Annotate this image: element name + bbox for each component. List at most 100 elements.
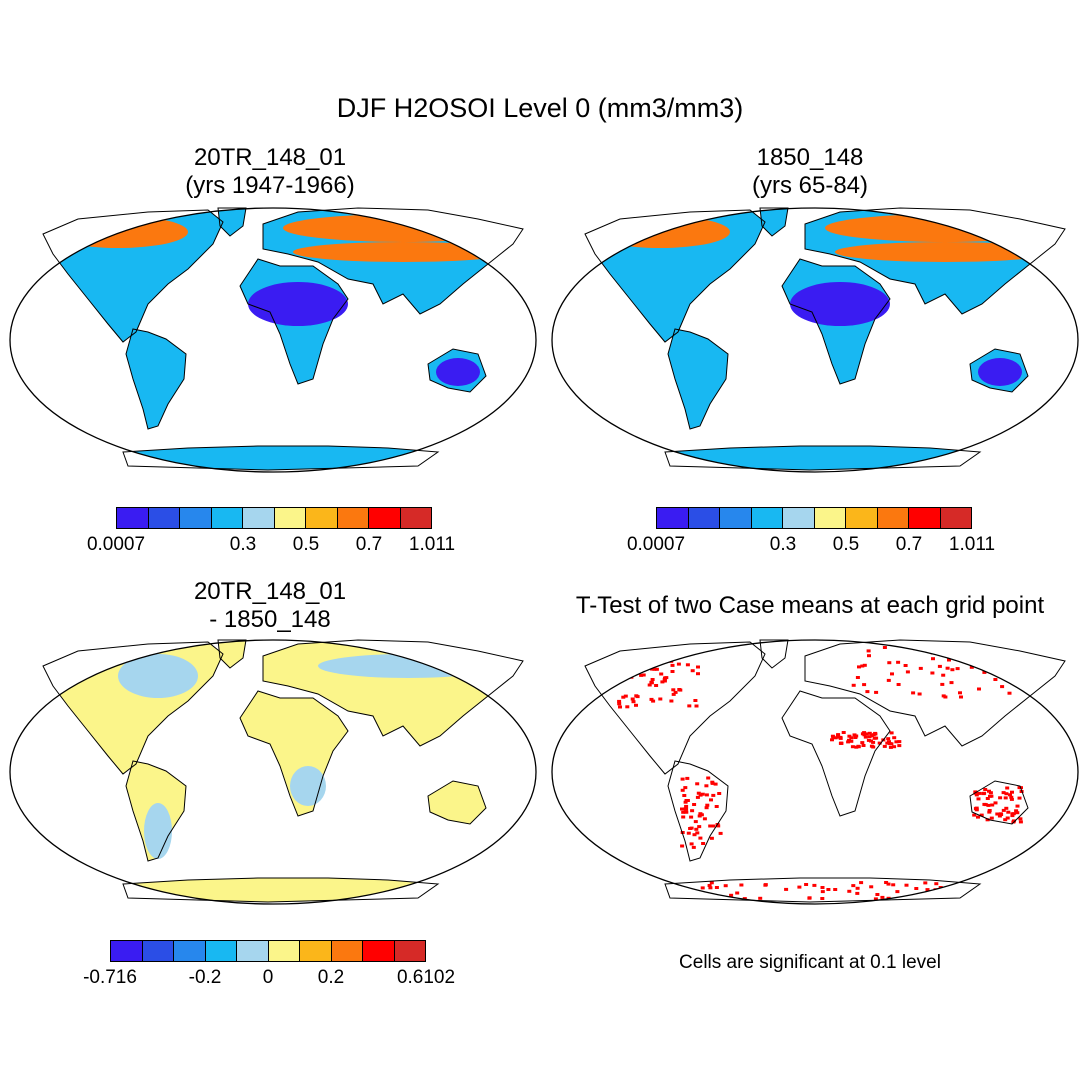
- significant-cell: [944, 889, 949, 893]
- significant-cell: [877, 741, 882, 745]
- significant-cell: [1005, 786, 1010, 790]
- significant-cell: [650, 667, 655, 671]
- significant-cell: [671, 692, 676, 696]
- significant-cell: [982, 670, 987, 674]
- colorbar-tick-label: 0.0007: [626, 534, 686, 555]
- significant-cell: [979, 813, 984, 817]
- significant-cell: [958, 691, 962, 695]
- significant-cell: [1027, 666, 1032, 670]
- significant-cell: [897, 740, 902, 744]
- significant-cell: [804, 883, 809, 886]
- significant-cell: [697, 825, 702, 829]
- significant-cell: [696, 791, 701, 795]
- significant-cell: [854, 745, 859, 749]
- significant-cell: [723, 884, 728, 888]
- significant-cell: [685, 663, 690, 667]
- significant-cell: [682, 794, 687, 797]
- significant-cell: [887, 661, 892, 665]
- significant-cell: [826, 888, 831, 891]
- significant-cell: [965, 887, 970, 891]
- significant-cell: [904, 883, 909, 887]
- panel-title-1850: 1850_148 (yrs 65-84): [610, 144, 1010, 200]
- colorbar-swatch: [117, 508, 149, 528]
- significant-cell: [855, 886, 860, 890]
- significant-cell: [701, 893, 706, 897]
- significant-cell: [983, 788, 988, 791]
- significant-cell: [895, 890, 900, 894]
- map-frame: [551, 207, 1079, 473]
- significant-cell: [711, 793, 716, 797]
- significant-cell: [670, 670, 675, 673]
- colorbar-tick-label: 1.011: [948, 534, 996, 555]
- significant-cell: [925, 888, 930, 892]
- significant-cell: [1006, 810, 1011, 814]
- significant-cell: [997, 814, 1002, 818]
- significant-cell: [662, 679, 667, 683]
- colorbar-swatch: [148, 508, 180, 528]
- significant-cell: [894, 740, 899, 744]
- significant-cell: [867, 735, 872, 739]
- significant-cell: [683, 800, 688, 804]
- colorbar-swatch: [337, 508, 369, 528]
- significant-cell: [874, 736, 879, 740]
- significant-cell: [633, 667, 638, 671]
- dry-desert-region: [248, 282, 480, 386]
- significant-cell: [797, 885, 802, 889]
- significant-cell: [683, 786, 688, 790]
- significant-cell: [763, 883, 768, 887]
- significant-cell: [918, 666, 923, 670]
- significant-cell: [612, 663, 617, 667]
- significant-cell: [692, 833, 697, 837]
- significant-cell: [623, 694, 628, 698]
- significant-cell: [634, 694, 639, 698]
- significant-cell: [696, 672, 700, 676]
- significant-cell: [896, 683, 901, 686]
- significant-cell: [855, 676, 860, 679]
- significant-cell: [714, 886, 719, 889]
- panel-title-line2: (yrs 1947-1966): [185, 172, 355, 199]
- map-difference: [9, 639, 537, 905]
- significant-cell: [851, 884, 856, 888]
- significant-cell: [833, 888, 838, 891]
- significant-cell: [914, 887, 919, 890]
- significant-cell: [704, 784, 709, 788]
- map-frame: [551, 639, 1079, 905]
- significant-cell: [712, 894, 717, 898]
- significant-cell: [680, 831, 685, 834]
- significant-cell: [1001, 791, 1006, 795]
- significant-cell: [928, 647, 932, 651]
- significant-cell: [969, 665, 974, 669]
- map-1850: [551, 207, 1079, 473]
- significant-cell: [981, 653, 986, 657]
- significant-cell: [887, 740, 891, 744]
- significant-cell: [856, 744, 861, 748]
- significant-cell: [680, 807, 684, 811]
- significant-cell: [993, 678, 998, 681]
- significant-cell: [680, 777, 685, 781]
- colorbar-field-1: [116, 507, 432, 529]
- significant-cell: [716, 824, 721, 828]
- significant-cell: [654, 684, 659, 687]
- significant-cell: [830, 738, 834, 742]
- significant-cell: [869, 744, 874, 748]
- significant-cell: [694, 704, 699, 708]
- significant-cell: [988, 791, 993, 795]
- significant-cell: [886, 737, 891, 741]
- significant-cell: [839, 741, 844, 745]
- colorbar-swatch: [180, 508, 212, 528]
- significant-cell: [689, 826, 694, 830]
- colorbar-tick-label: 0.7: [895, 534, 923, 555]
- significant-cell: [1010, 790, 1014, 794]
- panel-title-line1: 20TR_148_01: [193, 578, 347, 605]
- significant-cell: [1003, 796, 1008, 800]
- significant-cell: [847, 734, 852, 738]
- significant-cell: [1005, 816, 1010, 820]
- significant-cell: [871, 733, 876, 737]
- colorbar-swatch: [142, 941, 174, 961]
- colorbar-swatch: [174, 941, 206, 961]
- colorbar-tick-label: 0.3: [229, 534, 257, 555]
- significant-cell: [669, 699, 674, 703]
- map-ttest: [551, 639, 1079, 905]
- colorbar-swatch: [111, 941, 143, 961]
- significant-cell: [865, 690, 870, 694]
